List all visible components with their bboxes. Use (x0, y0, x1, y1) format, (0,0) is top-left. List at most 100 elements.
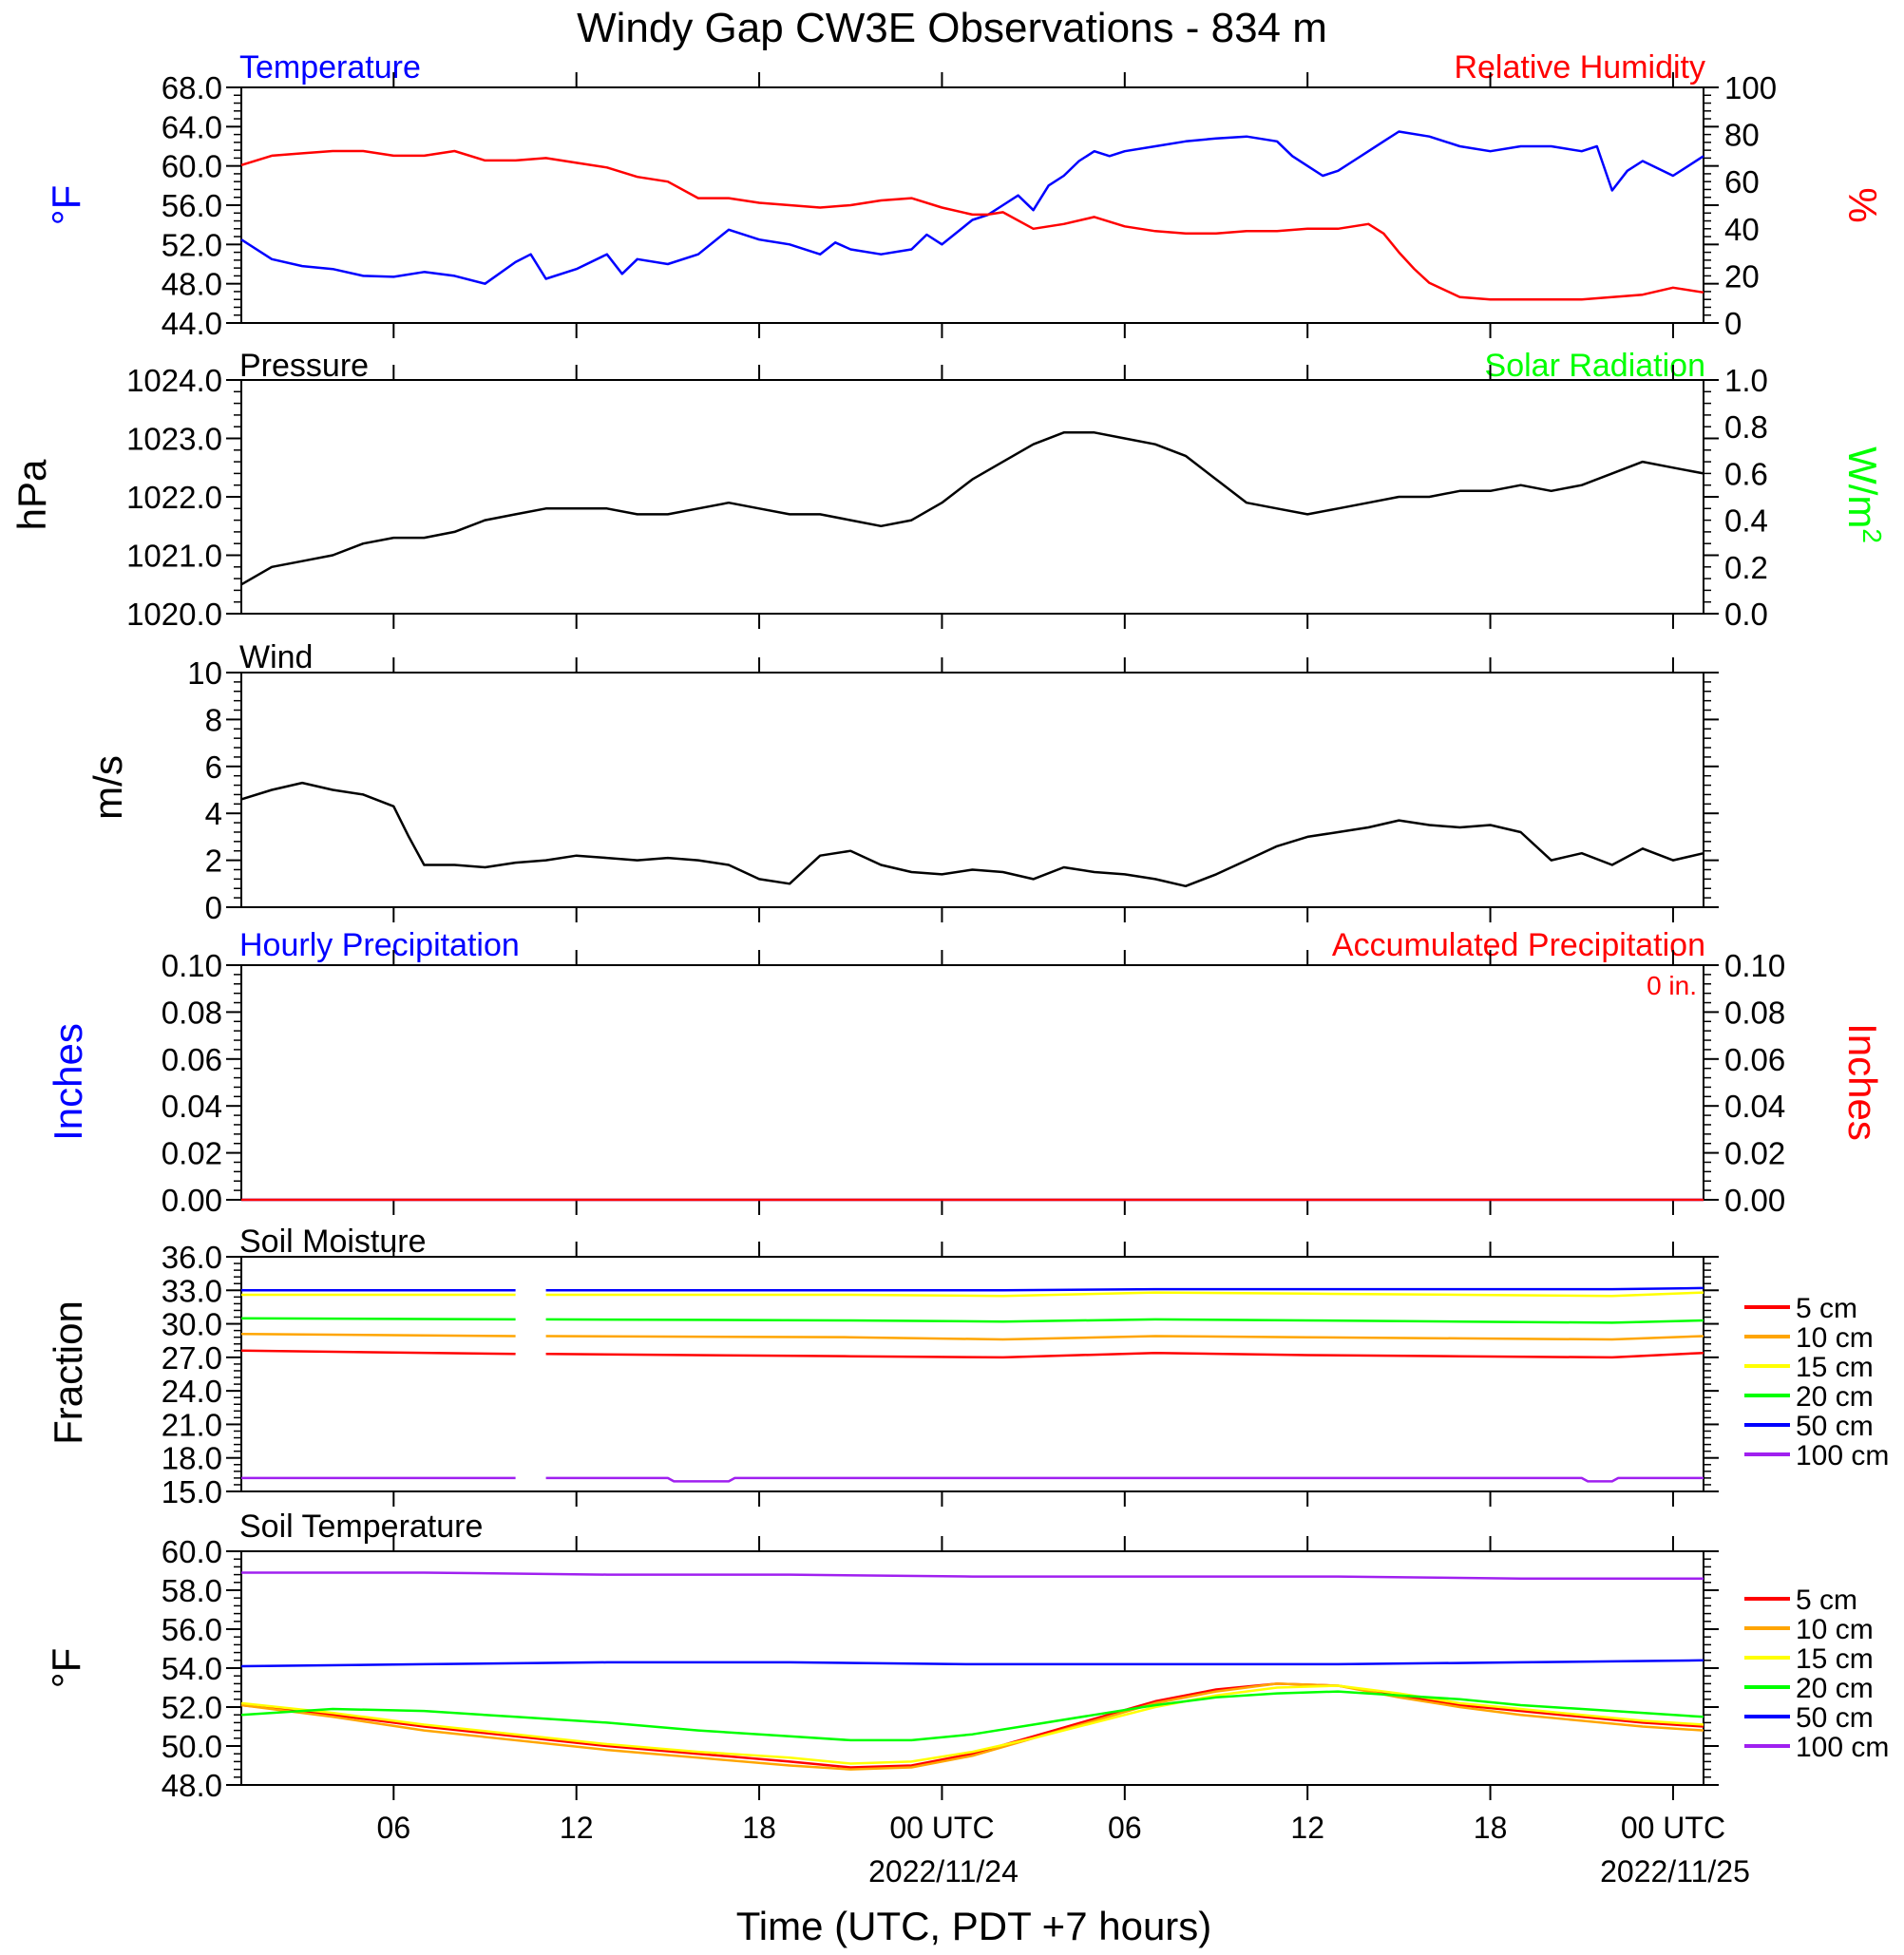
y-tick-label: 48.0 (162, 267, 222, 302)
panel-soil-temp-y-ticks: 60.0 58.0 56.0 54.0 52.0 50.0 48.0 (162, 1534, 1719, 1803)
panel-pressure-left-title: Pressure (239, 348, 369, 384)
series-line-relative-humidity (240, 149, 1704, 301)
legend-label: 100 cm (1796, 1440, 1889, 1471)
panel-pressure-right-unit: W/m2 (1840, 446, 1888, 543)
panel-pressure: Pressure Solar Radiation hPa W/m2 1024.0… (10, 348, 1888, 632)
y-tick-label: 68.0 (162, 70, 222, 105)
panel-temperature-left-title: Temperature (239, 49, 421, 85)
series-line-50-cm (240, 1659, 1704, 1668)
x-tick-label: 12 (560, 1811, 594, 1845)
panel-precip-left-unit: Inches (46, 1023, 90, 1141)
panel-wind-left-unit: m/s (86, 755, 130, 820)
y2-tick-label: 0.10 (1724, 948, 1785, 983)
y-tick-label: 15.0 (162, 1474, 222, 1509)
panel-precip: Hourly Precipitation Accumulated Precipi… (46, 927, 1885, 1218)
panel-soil-temp-left-title: Soil Temperature (239, 1509, 483, 1545)
y-tick-label: 60.0 (162, 1534, 222, 1569)
y2-tick-label: 0.02 (1724, 1136, 1785, 1171)
series-line-5-cm (240, 1682, 1704, 1769)
y-tick-label: 1023.0 (126, 422, 222, 457)
legend-label: 100 cm (1796, 1732, 1889, 1763)
legend-label: 50 cm (1796, 1411, 1874, 1442)
y-tick-label: 0.00 (162, 1183, 222, 1218)
y2-tick-label: 1.0 (1724, 363, 1768, 398)
x-tick-label: 18 (742, 1811, 776, 1845)
panel-precip-y-ticks: 0.10 0.08 0.06 0.04 0.02 0.00 0.10 0.08 0.06 0.04… (162, 948, 1785, 1218)
y-tick-label: 52.0 (162, 227, 222, 262)
y2-tick-label: 0.6 (1724, 456, 1768, 491)
y-tick-label: 64.0 (162, 109, 222, 144)
y2-tick-label: 20 (1724, 258, 1760, 294)
y2-tick-label: 40 (1724, 212, 1760, 247)
panel-soil-temp: Soil Temperature °F 60.0 58.0 56.0 54.0 52.0… (44, 1509, 1889, 1803)
series-line-20-cm (240, 1690, 1704, 1742)
y-tick-label: 4 (205, 796, 222, 831)
x-tick-label: 12 (1290, 1811, 1324, 1845)
x-axis-ticks: 06 12 18 00 UTC 06 12 18 00 UTC (377, 1811, 1726, 1845)
y2-tick-label: 0.04 (1724, 1089, 1785, 1124)
y-tick-label: 1021.0 (126, 539, 222, 574)
y-tick-label: 56.0 (162, 1612, 222, 1647)
y-tick-label: 58.0 (162, 1573, 222, 1608)
y-tick-label: 8 (205, 702, 222, 737)
panel-wind-y-ticks: 10 8 6 4 2 0 (187, 655, 1719, 925)
panel-temperature-right-unit: % (1840, 187, 1885, 222)
x-tick-label: 00 UTC (889, 1811, 994, 1845)
panel-pressure-y-ticks: 1024.0 1023.0 1022.0 1021.0 1020.0 1.0 0.8 0.6 0… (126, 363, 1768, 632)
y2-tick-label: 100 (1724, 70, 1777, 105)
panel-temperature: Temperature Relative Humidity °F % 68.06… (44, 49, 1885, 341)
panel-pressure-right-title: Solar Radiation (1485, 348, 1705, 384)
series-line-20-cm (240, 1317, 1704, 1324)
y-tick-label: 1020.0 (126, 597, 222, 632)
series-line-5-cm (240, 1349, 1704, 1359)
series-line-15-cm (240, 1684, 1704, 1765)
legend-label: 10 cm (1796, 1614, 1874, 1645)
y-tick-label: 33.0 (162, 1273, 222, 1308)
y-tick-label: 1022.0 (126, 480, 222, 515)
panel-pressure-left-unit: hPa (10, 459, 54, 530)
x-tick-label: 06 (377, 1811, 411, 1845)
panel-temperature-y-ticks: 68.0 64.0 60.0 56.0 52.0 48.0 44.0 100 80 60 40 20 0 (162, 70, 1777, 341)
y-tick-label: 18.0 (162, 1441, 222, 1476)
panel-soil-moisture-left-title: Soil Moisture (239, 1224, 427, 1260)
y-tick-label: 2 (205, 844, 222, 879)
y2-tick-label: 0.00 (1724, 1183, 1785, 1218)
x-tick-label: 18 (1474, 1811, 1508, 1845)
y-tick-label: 48.0 (162, 1768, 222, 1803)
figure-title: Windy Gap CW3E Observations - 834 m (577, 5, 1327, 51)
y-tick-label: 0.06 (162, 1042, 222, 1077)
legend-label: 20 cm (1796, 1381, 1874, 1413)
legend-label: 10 cm (1796, 1322, 1874, 1354)
plot-frame (240, 1256, 1704, 1492)
series-line-15-cm (241, 1291, 1704, 1298)
y2-tick-label: 0.0 (1724, 597, 1768, 632)
y2-tick-label: 0.06 (1724, 1042, 1785, 1077)
x-tick-label: 00 UTC (1621, 1811, 1725, 1845)
y-tick-label: 0.10 (162, 948, 222, 983)
panel-precip-accum-text: 0 in. (1647, 971, 1697, 1000)
y-tick-label: 21.0 (162, 1407, 222, 1442)
series-line-pressure (240, 431, 1704, 586)
x-date-label-2: 2022/11/25 (1600, 1854, 1750, 1889)
series-line-10-cm (240, 1332, 1704, 1341)
y-tick-label: 30.0 (162, 1307, 222, 1342)
legend-label: 50 cm (1796, 1702, 1874, 1734)
y-tick-label: 60.0 (162, 149, 222, 184)
y2-tick-label: 0.08 (1724, 995, 1785, 1030)
legend-label: 15 cm (1796, 1352, 1874, 1383)
y-tick-label: 52.0 (162, 1690, 222, 1725)
panel-soil-temp-series (240, 1571, 1704, 1771)
panel-soil-moisture-left-unit: Fraction (46, 1300, 90, 1445)
panel-soil-temp-left-unit: °F (44, 1648, 88, 1688)
series-line-wind (240, 781, 1704, 888)
y2-tick-label: 0.4 (1724, 503, 1768, 539)
panel-soil-moisture-series (240, 1286, 1704, 1483)
y-tick-label: 0.02 (162, 1136, 222, 1171)
y-tick-label: 24.0 (162, 1374, 222, 1409)
panel-wind-series (240, 781, 1704, 888)
panel-temperature-series (240, 130, 1704, 301)
